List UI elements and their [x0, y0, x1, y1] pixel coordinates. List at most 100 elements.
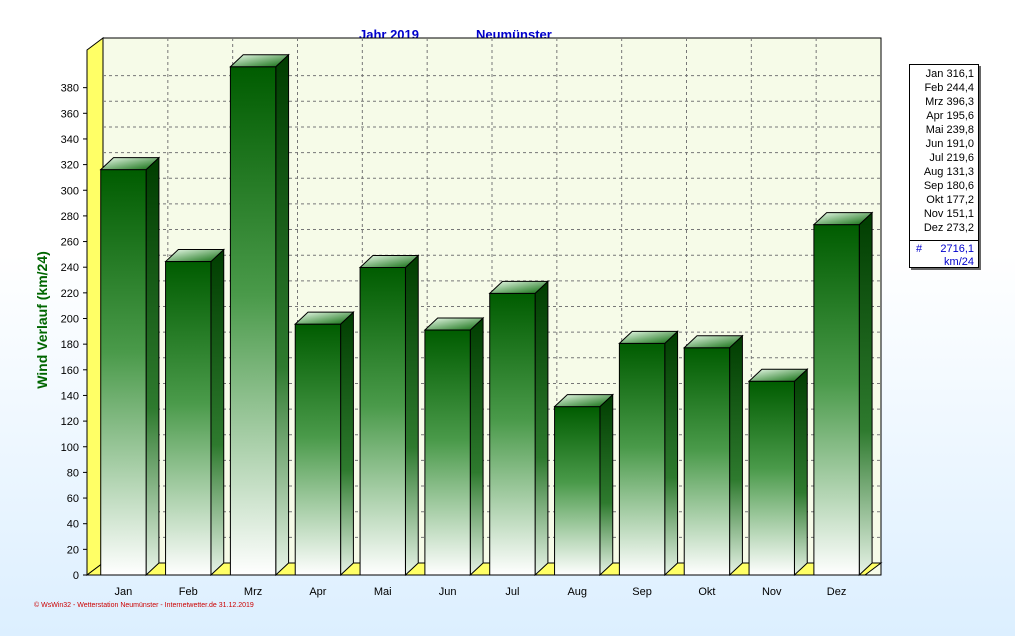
y-tick-label: 0	[73, 570, 79, 582]
bar	[99, 156, 161, 577]
bar-front	[229, 66, 277, 576]
legend-total: # 2716,1 km/24	[910, 241, 978, 269]
x-tick-label: Aug	[567, 586, 587, 598]
y-tick-label: 220	[61, 288, 79, 300]
bar-front	[489, 292, 536, 576]
bar-side	[145, 156, 160, 577]
x-tick-label: Apr	[309, 586, 326, 598]
y-tick-label: 200	[61, 314, 79, 326]
bar-top	[812, 212, 874, 226]
bar-front	[424, 329, 471, 576]
y-tick-label: 120	[61, 416, 79, 428]
y-tick-label: 80	[67, 467, 79, 479]
legend-row: Sep 180,6	[923, 180, 974, 192]
bar	[293, 310, 355, 577]
bar	[358, 254, 420, 577]
bar-front	[100, 169, 147, 576]
bar-top	[358, 254, 420, 268]
legend-row: Jun 191,0	[925, 138, 974, 150]
legend-total-value: 2716,1	[940, 243, 974, 255]
legend-row: Apr 195,6	[926, 110, 974, 122]
bar-front	[294, 323, 342, 576]
x-tick-label: Jan	[115, 586, 133, 598]
y-tick-label: 40	[67, 519, 79, 531]
bar-side	[210, 248, 225, 577]
bar-front	[618, 342, 666, 576]
bar	[682, 334, 744, 577]
bar	[229, 53, 290, 577]
bar-top	[164, 249, 226, 263]
bar-top	[423, 317, 485, 331]
bar-side	[793, 368, 808, 577]
bar	[812, 211, 874, 577]
bar-front	[359, 266, 406, 576]
bar-top	[682, 335, 744, 349]
x-tick-label: Feb	[179, 586, 198, 598]
footer-credit: © WsWin32 - Wetterstation Neumünster - I…	[34, 602, 254, 609]
x-tick-label: Sep	[632, 586, 652, 598]
bar-top	[553, 394, 615, 408]
bars	[99, 53, 874, 577]
legend-row: Feb 244,4	[924, 82, 974, 94]
y-tick-label: 360	[61, 108, 79, 120]
bar-front	[165, 261, 212, 576]
bar-top	[99, 157, 161, 171]
x-tick-label: Mai	[374, 586, 392, 598]
legend-row: Mrz 396,3	[925, 96, 974, 108]
y-tick-label: 240	[61, 262, 79, 274]
y-tick-label: 100	[61, 442, 79, 454]
bar-side	[340, 310, 354, 577]
x-tick-label: Mrz	[244, 586, 262, 598]
y-tick-label: 280	[61, 211, 79, 223]
bar-side	[599, 393, 614, 577]
y-tick-label: 340	[61, 134, 79, 146]
bar	[164, 248, 226, 577]
y-tick-label: 140	[61, 390, 79, 402]
y-tick-label: 380	[61, 83, 79, 95]
legend-row: Mai 239,8	[925, 124, 974, 136]
bar-top	[293, 311, 355, 325]
x-tick-label: Dez	[827, 586, 847, 598]
bar	[488, 280, 550, 577]
bar-top	[747, 368, 809, 382]
legend-row: Jan 316,1	[925, 68, 974, 80]
bar	[618, 330, 679, 577]
y-axis-ticks: 0 20 40 60 80 100 120 140 160 180 200 220 240 260 280 3…	[61, 83, 87, 582]
bar	[423, 316, 485, 577]
bar	[747, 368, 809, 577]
y-tick-label: 180	[61, 339, 79, 351]
bar-side	[275, 53, 290, 577]
bar-front	[813, 224, 860, 576]
bar	[553, 393, 615, 577]
bar-side	[729, 334, 743, 577]
legend-row: Aug 131,3	[923, 166, 974, 178]
legend: Jan 316,1 Feb 244,4 Mrz 396,3 Apr 195,6 Mai …	[909, 64, 979, 268]
y-axis-label: Wind Verlauf (km/24)	[34, 251, 50, 389]
legend-unit: km/24	[944, 256, 974, 268]
legend-row: Jul 219,6	[929, 152, 974, 164]
x-tick-label: Jun	[439, 586, 457, 598]
bar-side	[664, 330, 679, 577]
bar-side	[858, 211, 873, 577]
legend-total-marker: #	[916, 243, 923, 255]
legend-divider	[910, 240, 978, 241]
x-tick-label: Okt	[698, 586, 715, 598]
x-axis-labels: Jan Feb Mrz Apr Mai Jun Jul Aug Sep Okt Nov Dez	[115, 586, 847, 598]
y-tick-label: 260	[61, 237, 79, 249]
y-tick-label: 300	[61, 185, 79, 197]
bar-top	[488, 280, 550, 294]
y-tick-label: 160	[61, 365, 79, 377]
bar-side	[534, 280, 549, 577]
legend-row: Dez 273,2	[923, 222, 974, 234]
bar-front	[748, 380, 795, 576]
bar-top	[229, 54, 290, 68]
y-tick-label: 60	[67, 493, 79, 505]
x-tick-label: Nov	[762, 586, 782, 598]
legend-row: Okt 177,2	[926, 194, 974, 206]
legend-row: Nov 151,1	[923, 208, 974, 220]
bar-side	[404, 254, 419, 577]
bar-front	[683, 347, 731, 576]
bar-front	[554, 406, 601, 576]
bar-side	[469, 316, 484, 577]
